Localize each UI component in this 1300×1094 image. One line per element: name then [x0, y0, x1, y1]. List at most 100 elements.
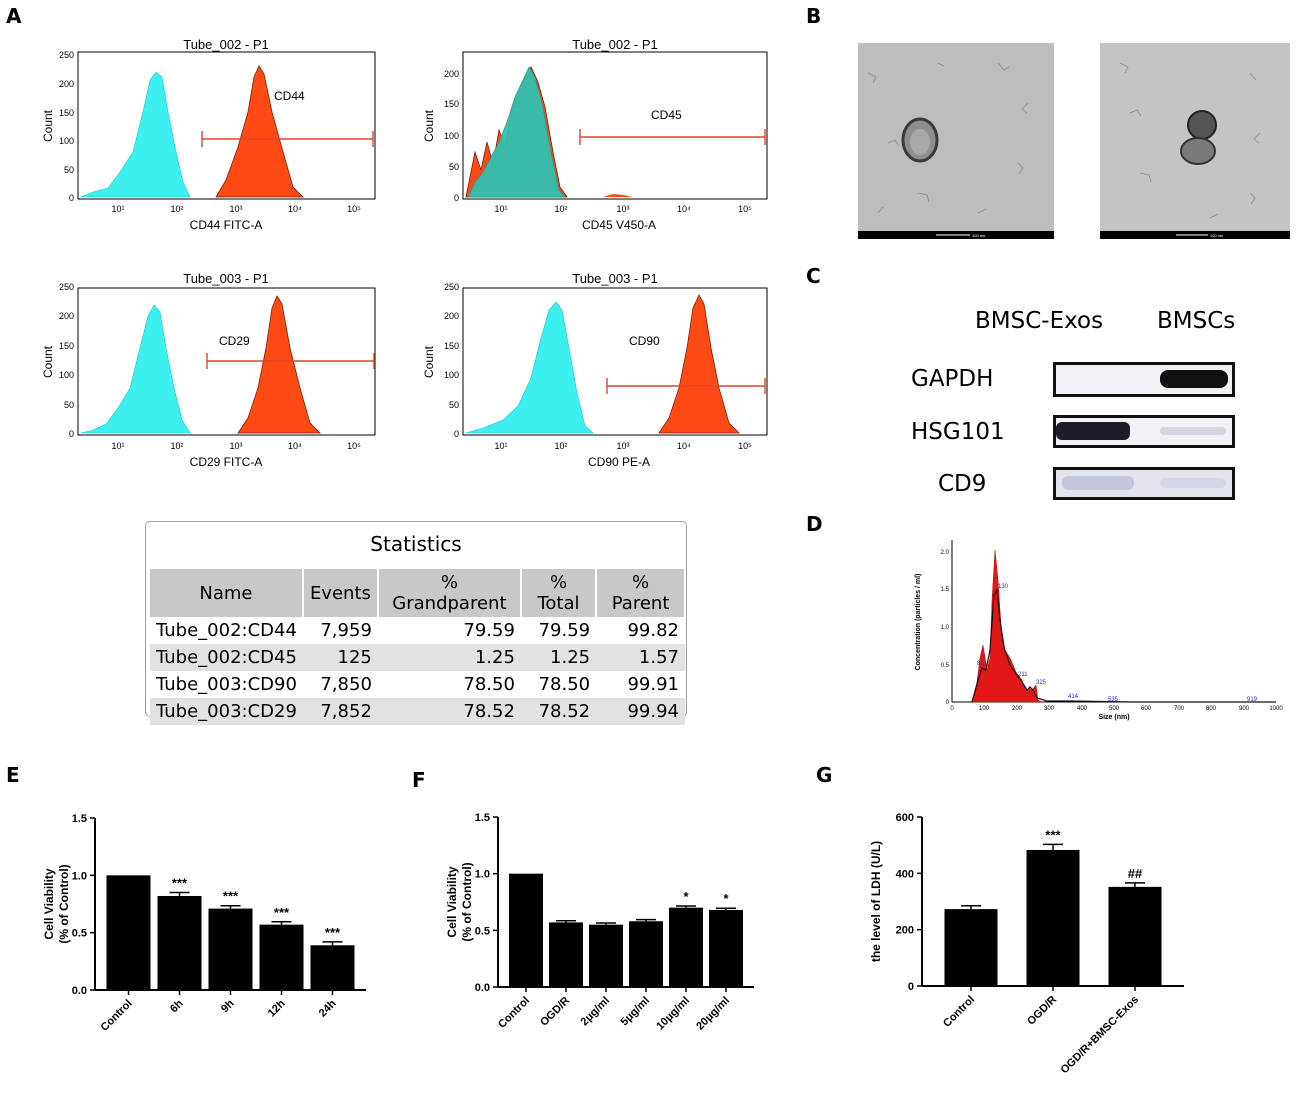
- x-tick-label: 2μg/ml: [579, 995, 613, 1029]
- x-tick: 10²: [170, 204, 183, 214]
- bar: [589, 924, 623, 987]
- tem-image-left: 100 nm: [858, 43, 1054, 239]
- y-tick: 1.5: [941, 587, 950, 593]
- y-tick-label: 1.5: [475, 812, 490, 824]
- blot-band-cd9: [1053, 467, 1235, 500]
- cell: 1.25: [520, 644, 597, 671]
- nta-chart: 130 82 211 325 414 535 919 2.0 1.5 1.0 0…: [915, 540, 1283, 721]
- bar: [106, 875, 151, 990]
- x-tick: 800: [1206, 706, 1217, 712]
- x-tick: 10⁵: [347, 441, 361, 451]
- x-tick-label: 10μg/ml: [654, 995, 692, 1033]
- cell: 78.50: [538, 674, 591, 695]
- flow-plot-cd90: Tube_003 - P1 CD90 250 200 150 100 50 0 …: [422, 271, 768, 469]
- significance-marker: ##: [1128, 866, 1143, 881]
- gate-label: CD29: [219, 334, 250, 348]
- x-tick: 700: [1174, 706, 1185, 712]
- y-tick: 100: [444, 131, 459, 141]
- x-tick: 10²: [554, 441, 567, 451]
- nta-peak-label: 211: [1018, 672, 1028, 678]
- x-tick: 10³: [229, 204, 242, 214]
- column-header: % Parent: [596, 569, 686, 617]
- x-tick: 10⁴: [288, 441, 302, 451]
- significance-marker: ***: [274, 905, 290, 920]
- wb-column-label: BMSC-Exos: [975, 308, 1104, 334]
- panel-letter-c: C: [806, 264, 821, 288]
- flow-plot-title: Tube_003 - P1: [572, 271, 658, 286]
- y-tick-label: 1.0: [72, 870, 87, 882]
- cell: 78.52: [377, 698, 521, 725]
- nta-red-band: [971, 549, 1043, 703]
- x-tick: 600: [1141, 706, 1152, 712]
- y-axis-label: the level of LDH (U/L): [869, 841, 883, 962]
- flow-plot-title: Tube_003 - P1: [183, 271, 269, 286]
- y-tick: 0: [454, 429, 459, 439]
- y-axis-label: Cell Viability: [42, 868, 56, 939]
- x-tick: 10¹: [494, 204, 507, 214]
- y-tick: 200: [444, 311, 459, 321]
- y-tick: 100: [444, 370, 459, 380]
- column-header: Events: [302, 569, 379, 617]
- x-axis-label: CD44 FITC-A: [190, 218, 263, 232]
- bar: [310, 945, 355, 990]
- y-tick: 250: [59, 50, 74, 60]
- blot-band-gapdh: [1053, 362, 1235, 397]
- x-tick: 10⁴: [288, 204, 302, 214]
- x-tick: 200: [1012, 706, 1023, 712]
- panel-letter-e: E: [6, 763, 20, 787]
- y-tick: 200: [444, 69, 459, 79]
- bar: [1026, 849, 1080, 986]
- column-header: Name: [150, 569, 304, 617]
- cell: 7,850: [320, 674, 372, 695]
- bar: [157, 895, 202, 990]
- bar-chart-e: 0.0 0.5 1.0 1.5 Control *** 6h *** 9h *** 12h *** 24…: [42, 813, 366, 1034]
- bar: [709, 909, 743, 987]
- x-tick-label: OGD/R: [538, 995, 572, 1029]
- x-tick: 10²: [554, 204, 567, 214]
- cell: 125: [302, 644, 378, 671]
- column-header: % Total: [520, 569, 598, 617]
- x-tick-label: OGD/R+BMSC-Exos: [1059, 994, 1142, 1077]
- y-tick-label: 0.0: [72, 985, 87, 997]
- x-tick: 100: [979, 706, 990, 712]
- nta-peak-label: 130: [998, 584, 1009, 590]
- x-tick-label: 12h: [266, 997, 288, 1019]
- cyan-histogram: [80, 71, 191, 198]
- y-tick: 150: [444, 99, 459, 109]
- plot-area: 0.0 0.5 1.0 1.5 Control OGD/R 2μg/ml 5μg/ml * 10μ…: [445, 812, 754, 1033]
- flow-plot-cd44: Tube_002 - P1 CD44 250 200 150 100 50 0 …: [41, 37, 376, 232]
- bar: [1108, 886, 1162, 986]
- wb-row-label: CD9: [938, 471, 987, 497]
- x-tick: 10¹: [111, 204, 124, 214]
- y-tick-label: 0: [908, 981, 914, 993]
- x-tick: 900: [1239, 706, 1250, 712]
- plot-area: 0.0 0.5 1.0 1.5 Control *** 6h *** 9h *** 12h *** 24…: [42, 813, 366, 1034]
- bar: [259, 924, 304, 990]
- statistics-table: Name Events % Grandparent % Total % Pare…: [150, 569, 686, 725]
- y-tick: 50: [64, 165, 74, 175]
- flow-plot-cd29: Tube_003 - P1 CD29 250 200 150 100 50 0 …: [41, 271, 376, 469]
- x-tick: 1000: [1269, 706, 1283, 712]
- scale-bar-label: 100 nm: [1210, 233, 1224, 238]
- cell: 7,959: [320, 620, 372, 641]
- wb-row-label: HSG101: [911, 419, 1005, 445]
- table-row: Tube_002:CD44 7,959 79.59 79.59 99.82: [150, 617, 685, 644]
- table-row: Tube_003:CD29 7,852 78.52 78.52 99.94: [150, 698, 685, 725]
- statistics-title: Statistics: [370, 532, 462, 556]
- x-tick: 10⁴: [677, 441, 691, 451]
- bar: [509, 873, 543, 987]
- y-tick: 100: [59, 136, 74, 146]
- y-tick-label: 0.5: [475, 925, 490, 937]
- x-tick: 10³: [229, 441, 242, 451]
- y-tick-label: 1.5: [72, 813, 87, 825]
- y-tick: 200: [59, 79, 74, 89]
- table-header-row: Name Events % Grandparent % Total % Pare…: [150, 569, 686, 617]
- x-tick-label: OGD/R: [1025, 994, 1059, 1028]
- red-histogram: [215, 65, 304, 198]
- x-axis-label: Size (nm): [1098, 714, 1129, 721]
- x-tick-label: 24h: [317, 997, 339, 1019]
- significance-marker: ***: [325, 925, 341, 940]
- gate-label: CD44: [274, 89, 305, 103]
- cell: 1.57: [596, 644, 685, 671]
- flow-plot-title: Tube_002 - P1: [572, 37, 658, 52]
